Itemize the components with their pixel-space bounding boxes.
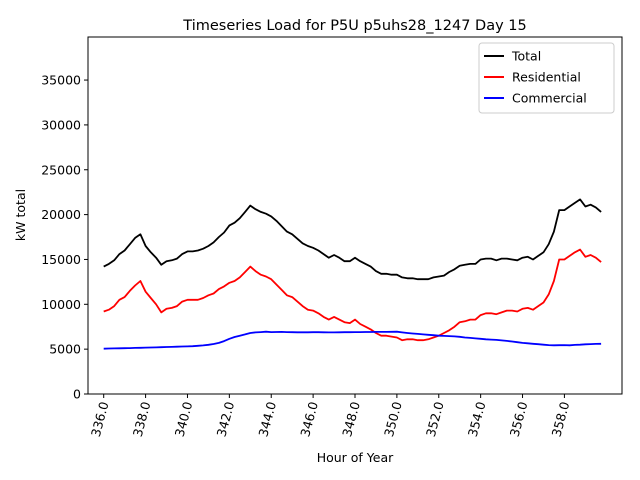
- legend-items: Total Residential Commercial: [484, 49, 587, 106]
- legend-label-residential: Residential: [512, 70, 581, 85]
- y-axis-label: kW total: [13, 189, 28, 241]
- series-layer: [103, 198, 602, 350]
- y-tick-label: 20000: [41, 207, 81, 222]
- axes-layer: 05000100001500020000250003000035000336.0…: [41, 73, 572, 439]
- y-tick-label: 25000: [41, 162, 81, 177]
- x-axis-label: Hour of Year: [317, 450, 394, 465]
- legend: Total Residential Commercial: [478, 42, 615, 114]
- plot-frame: [87, 36, 623, 395]
- series-line-commercial: [103, 330, 602, 350]
- y-tick-label: 30000: [41, 117, 81, 132]
- y-tick-label: 35000: [41, 73, 81, 88]
- chart-title: Timeseries Load for P5U p5uhs28_1247 Day…: [182, 18, 526, 34]
- y-tick-label: 10000: [41, 297, 81, 312]
- legend-label-commercial: Commercial: [512, 91, 587, 106]
- legend-box: [478, 42, 615, 114]
- y-tick-label: 5000: [49, 342, 81, 357]
- y-tick-label: 0: [73, 387, 81, 402]
- y-tick-label: 15000: [41, 252, 81, 267]
- legend-label-total: Total: [511, 49, 541, 64]
- series-line-residential: [103, 248, 602, 342]
- series-line-total: [103, 198, 602, 281]
